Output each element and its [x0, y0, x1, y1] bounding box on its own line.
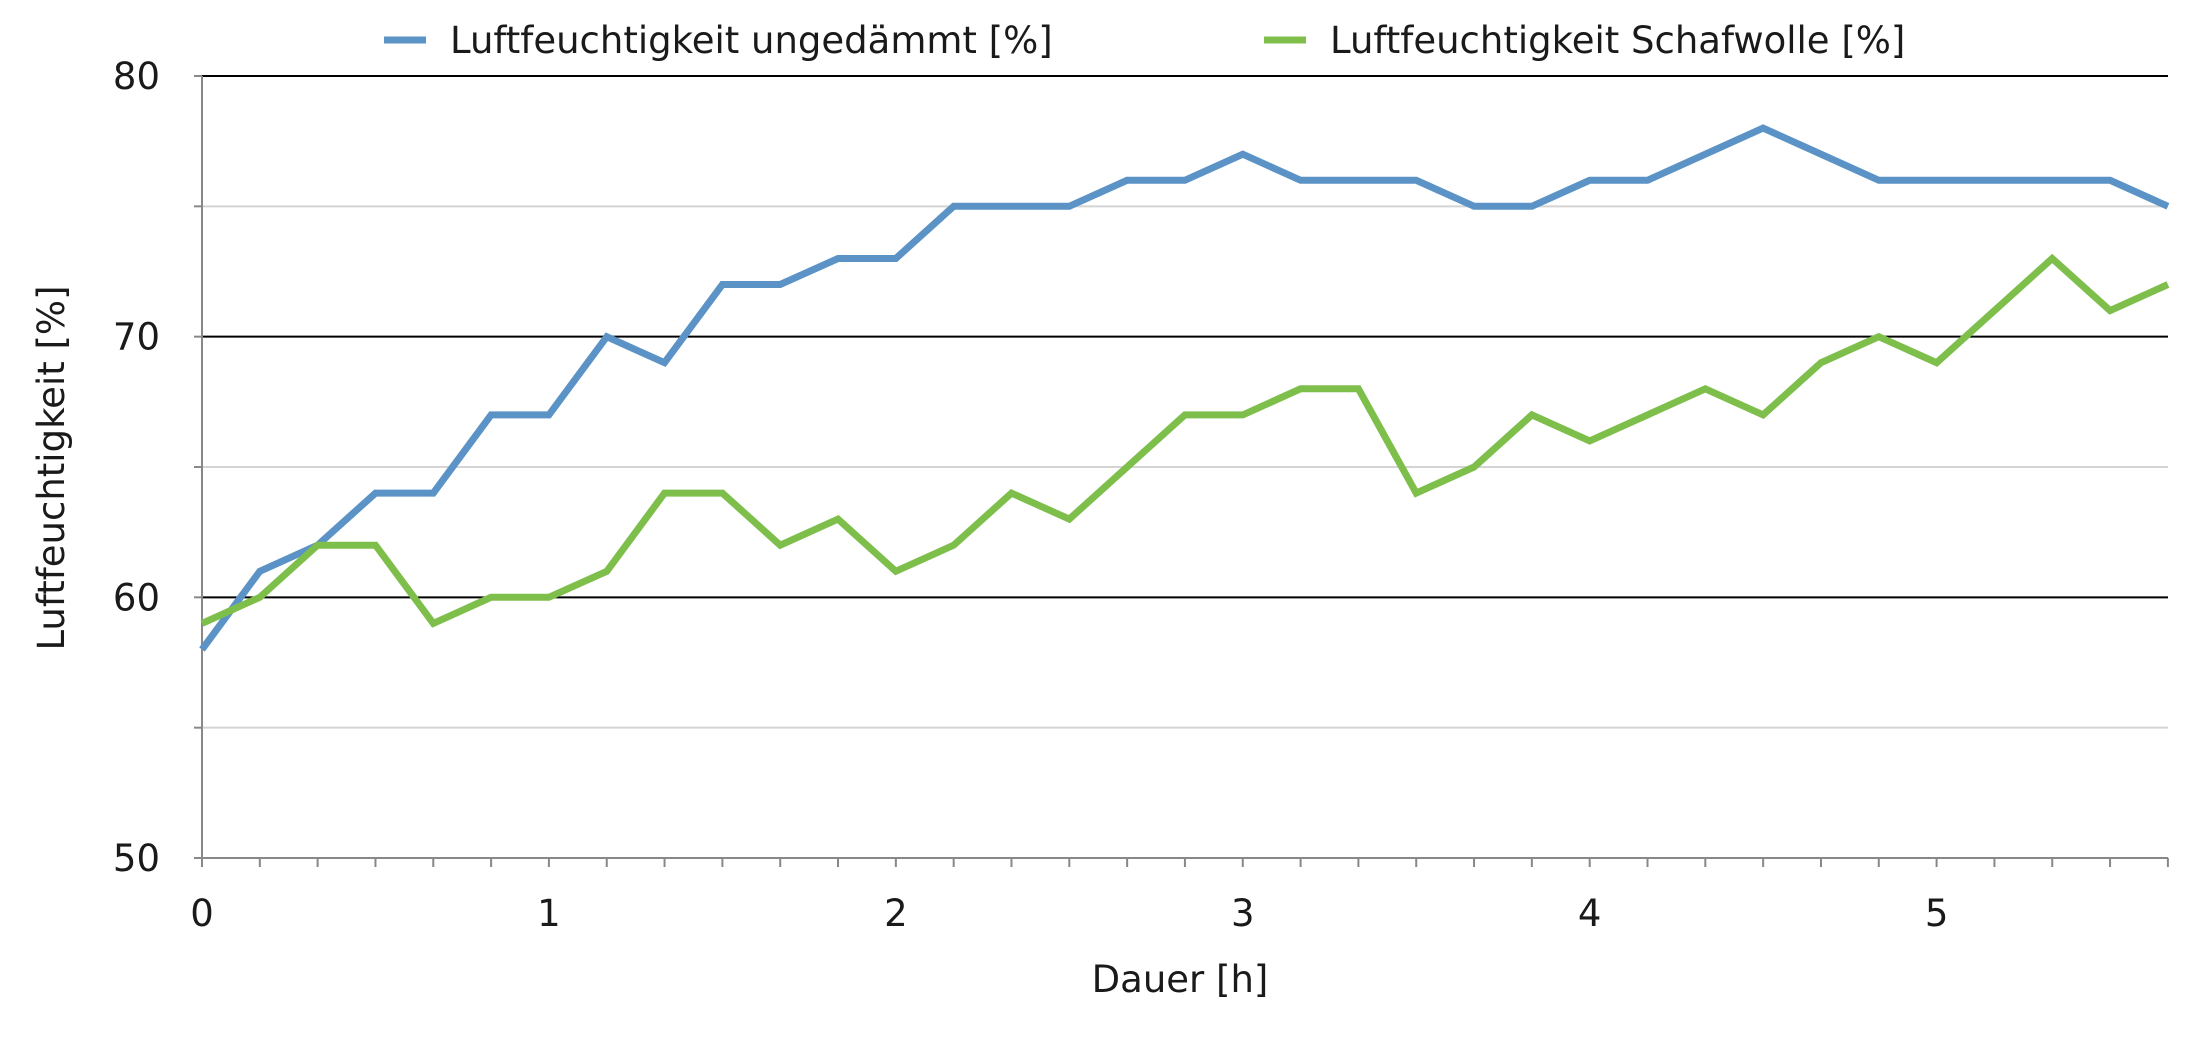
y-tick-label: 70 [113, 316, 160, 359]
legend-label-2: Luftfeuchtigkeit Schafwolle [%] [1330, 19, 1905, 62]
legend-label-1: Luftfeuchtigkeit ungedämmt [%] [450, 19, 1053, 62]
y-axis-title: Luftfeuchtigkeit [%] [30, 285, 73, 650]
series-line-2 [200, 253, 2170, 628]
y-tick-label: 80 [113, 55, 160, 98]
x-axis-title: Dauer [h] [1092, 958, 1269, 1001]
axes: 0 1 2 3 4 5 50 60 70 80 [113, 55, 2169, 935]
series-lines [199, 124, 2170, 652]
x-tick-label: 4 [1578, 892, 1602, 935]
series-line-1 [199, 124, 2170, 652]
x-tick-label: 1 [537, 892, 561, 935]
x-tick-label: 0 [190, 892, 214, 935]
x-tick-label: 2 [884, 892, 908, 935]
x-tick-label: 5 [1925, 892, 1949, 935]
y-tick-label: 60 [113, 576, 160, 619]
legend: Luftfeuchtigkeit ungedämmt [%] Luftfeucht… [384, 19, 1905, 62]
y-tick-label: 50 [113, 837, 160, 880]
x-tick-label: 3 [1231, 892, 1255, 935]
